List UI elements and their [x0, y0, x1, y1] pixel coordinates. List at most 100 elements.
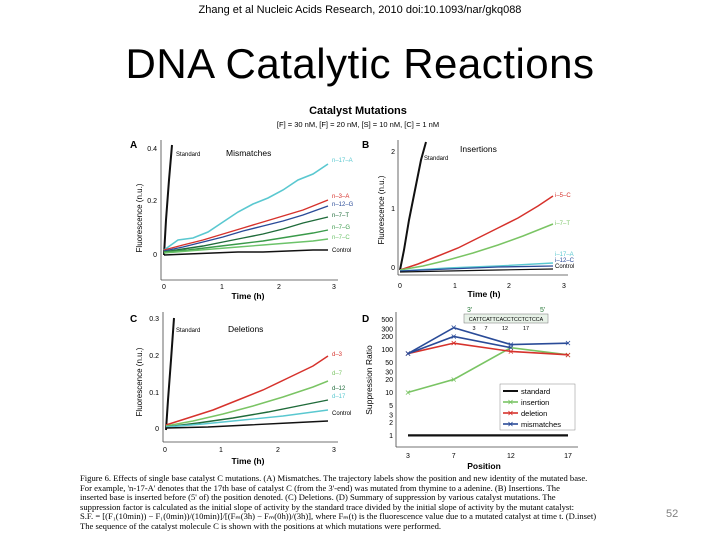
- panel-c-ytick-2: 0.1: [149, 390, 159, 397]
- panel-b-legend-title: Insertions: [460, 144, 497, 154]
- panel-a-label-n17a: n–17–A: [332, 158, 353, 164]
- panel-b-xtick-0: 0: [398, 283, 402, 290]
- figure-caption: Figure 6. Effects of single base catalys…: [80, 473, 640, 532]
- panel-d-xtick: 12: [507, 453, 515, 460]
- inset-mark-12: 12: [502, 326, 508, 332]
- panel-c-label-d3: d–3: [332, 352, 343, 358]
- panel-c-trace-standard: [165, 317, 175, 431]
- panel-c-xtick-1: 1: [219, 447, 223, 454]
- data-point: ✕: [508, 341, 515, 350]
- panel-a-label-n7c: n–7–C: [332, 235, 350, 241]
- inset-mark-7: 7: [484, 326, 487, 332]
- panel-c-ytick-1: 0.2: [149, 353, 159, 360]
- panel-a-trace-n12g: [163, 205, 329, 252]
- panel-a-label-n3a: n–3–A: [332, 194, 349, 200]
- panel-b: B Fluorescence (n.u.) 2 1 0 0 1 2 3 Time…: [362, 140, 575, 299]
- panel-c-trace-d17: [165, 409, 329, 428]
- panel-a-label-n7g: n–7–G: [332, 225, 350, 231]
- caption-line: Figure 6. Effects of single base catalys…: [80, 473, 588, 483]
- caption-line: suppression factor is calculated as the …: [80, 501, 575, 512]
- panel-d-ytick: 200: [381, 334, 393, 341]
- data-point: ✕: [565, 351, 572, 360]
- panel-c-ytick-0: 0.3: [149, 316, 159, 323]
- panel-d-ytick: 300: [381, 326, 393, 333]
- legend-insertion: insertion: [521, 398, 549, 407]
- data-point: ✕: [450, 324, 457, 333]
- panel-a-xtick-3: 3: [332, 284, 336, 291]
- panel-c-label-d7: d–7: [332, 371, 343, 377]
- panel-d-ytick: 50: [385, 360, 393, 367]
- panel-b-trace-standard: [399, 141, 427, 271]
- citation: Zhang et al Nucleic Acids Research, 2010…: [198, 4, 522, 16]
- panel-a-label-standard: Standard: [176, 152, 200, 158]
- panel-a-ytick-1: 0.2: [147, 198, 157, 205]
- data-point: ✕: [508, 344, 515, 353]
- panel-d-xtick: 17: [564, 453, 572, 460]
- panel-c-label-d12: d–12: [332, 386, 346, 392]
- panel-d-ytick: 100: [381, 347, 393, 354]
- panel-a-label-n7t: n–7–T: [332, 213, 349, 219]
- panel-c-trace-control: [165, 420, 329, 429]
- panel-d-ytick: 5: [389, 403, 393, 410]
- panel-a-ylabel: Fluorescence (n.u.): [135, 183, 144, 252]
- panel-a-legend-title: Mismatches: [226, 148, 271, 158]
- panel-c-letter: C: [130, 314, 137, 325]
- series-line-deletion: [407, 342, 569, 356]
- panel-b-ytick-1: 1: [391, 206, 395, 213]
- panel-b-ytick-2: 0: [391, 265, 395, 272]
- caption-line: inserted base is inserted before (5' of)…: [80, 492, 556, 503]
- data-point: ✕: [508, 344, 515, 353]
- panel-c-xtick-2: 2: [276, 447, 280, 454]
- panel-d-ytick: 1: [389, 433, 393, 440]
- data-point: ✕: [450, 339, 457, 348]
- panel-c-xtick-0: 0: [163, 447, 167, 454]
- data-point: ✕: [565, 339, 572, 348]
- legend-mismatches-marker: ✕: [507, 420, 514, 429]
- panel-b-letter: B: [362, 140, 369, 151]
- data-point: ✕: [565, 351, 572, 360]
- data-point: ✕: [405, 350, 412, 359]
- legend-insertion-marker: ✕: [507, 398, 514, 407]
- panel-b-trace-control: [399, 268, 554, 273]
- series-line-mismatches: [407, 326, 569, 355]
- panel-a-xlabel: Time (h): [232, 291, 265, 301]
- legend-deletion-marker: ✕: [507, 409, 514, 418]
- panel-d-xtick: 3: [406, 453, 410, 460]
- panel-b-trace-i12c: [399, 265, 554, 272]
- panel-a-trace-n3a: [163, 199, 329, 251]
- legend-standard: standard: [521, 387, 550, 396]
- panel-d-ylabel: Suppression Ratio: [364, 345, 374, 415]
- panel-b-ylabel: Fluorescence (n.u.): [377, 175, 386, 244]
- data-point: ✕: [405, 350, 412, 359]
- panel-a-trace-standard: [163, 144, 173, 256]
- panel-a-xtick-2: 2: [277, 284, 281, 291]
- data-point: ✕: [405, 388, 412, 397]
- panel-d-series: ✕✕✕✕✕✕✕ ✕✕✕✕ ✕✕✕✕: [405, 324, 572, 437]
- panel-a-trace-n7g: [163, 229, 329, 253]
- panel-b-label-standard: Standard: [424, 156, 448, 162]
- figure-subtitle: [F] = 30 nM, [F] = 20 nM, [S] = 10 nM, […: [277, 120, 439, 129]
- panel-d-legend: standard ✕ insertion ✕ deletion ✕ mismat…: [499, 383, 576, 431]
- panel-b-ytick-0: 2: [391, 149, 395, 156]
- panel-b-xtick-1: 1: [453, 283, 457, 290]
- panel-a-trace-control: [163, 249, 328, 256]
- panel-b-label-i5c: i–5–C: [555, 193, 571, 199]
- panel-b-xlabel: Time (h): [468, 289, 501, 299]
- panel-c-label-d17: d–17: [332, 394, 346, 400]
- panel-c-xtick-3: 3: [332, 447, 336, 454]
- caption-line: S.F. = [(F₁(10min)) − F₁(0min))/(10min)]…: [80, 511, 597, 522]
- inset-mark-3: 3: [472, 326, 475, 332]
- panel-b-trace-i7t: [399, 223, 554, 271]
- legend-mismatches: mismatches: [521, 420, 561, 429]
- panel-c-legend-title: Deletions: [228, 324, 263, 334]
- data-point: ✕: [450, 375, 457, 384]
- panel-a: A Fluorescence (n.u.) 0.4 0.2 0 0 1 2 3 …: [130, 140, 354, 301]
- panel-d-xlabel: Position: [467, 461, 501, 471]
- panel-d-xticks: 3 7 12 17: [406, 453, 572, 460]
- panel-d-inset: 3' 5' CATTCATTCACCTCCTCTCCA 3 7 12 17: [463, 307, 549, 332]
- panel-b-xtick-2: 2: [507, 283, 511, 290]
- panel-c-trace-d3: [165, 355, 329, 426]
- inset-direction-left: 3': [467, 307, 472, 314]
- panel-c-trace-d12: [165, 399, 329, 428]
